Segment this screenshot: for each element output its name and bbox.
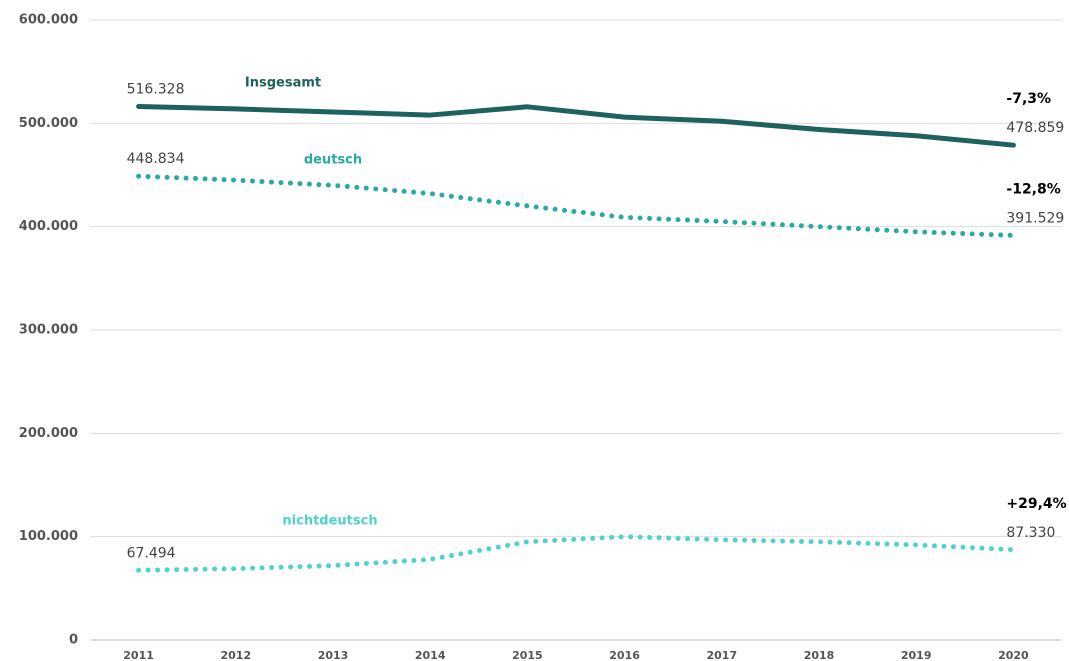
value-label: 391.529 xyxy=(1006,210,1064,226)
y-tick-label: 100.000 xyxy=(19,529,78,544)
x-tick-label: 2012 xyxy=(220,649,251,661)
y-tick-label: 600.000 xyxy=(19,13,78,28)
value-label: 516.328 xyxy=(127,81,185,97)
y-tick-label: 0 xyxy=(69,633,78,648)
y-tick-label: 300.000 xyxy=(19,323,78,338)
series-line xyxy=(136,534,1016,573)
series-line xyxy=(136,173,1016,238)
series-line xyxy=(136,103,1016,148)
y-tick-label: 200.000 xyxy=(19,426,78,441)
value-label: 87.330 xyxy=(1006,525,1055,541)
change-label: +29,4% xyxy=(1006,496,1066,512)
series-name: nichtdeutsch xyxy=(282,514,377,529)
x-tick-label: 2011 xyxy=(123,649,154,661)
x-tick-label: 2017 xyxy=(706,649,737,661)
y-tick-label: 400.000 xyxy=(19,219,78,234)
x-tick-label: 2015 xyxy=(512,649,543,661)
value-label: 478.859 xyxy=(1006,120,1064,136)
x-tick-label: 2014 xyxy=(415,649,446,661)
x-tick-label: 2016 xyxy=(609,649,640,661)
y-tick-label: 500.000 xyxy=(19,116,78,131)
change-label: -12,8% xyxy=(1006,181,1060,197)
change-label: -7,3% xyxy=(1006,91,1051,107)
x-tick-label: 2018 xyxy=(804,649,835,661)
value-label: 448.834 xyxy=(127,151,185,167)
value-label: 67.494 xyxy=(127,545,176,561)
x-tick-label: 2019 xyxy=(901,649,932,661)
series-name: deutsch xyxy=(304,153,362,168)
x-tick-label: 2020 xyxy=(998,649,1029,661)
series-name: Insgesamt xyxy=(245,76,321,91)
x-tick-label: 2013 xyxy=(318,649,349,661)
